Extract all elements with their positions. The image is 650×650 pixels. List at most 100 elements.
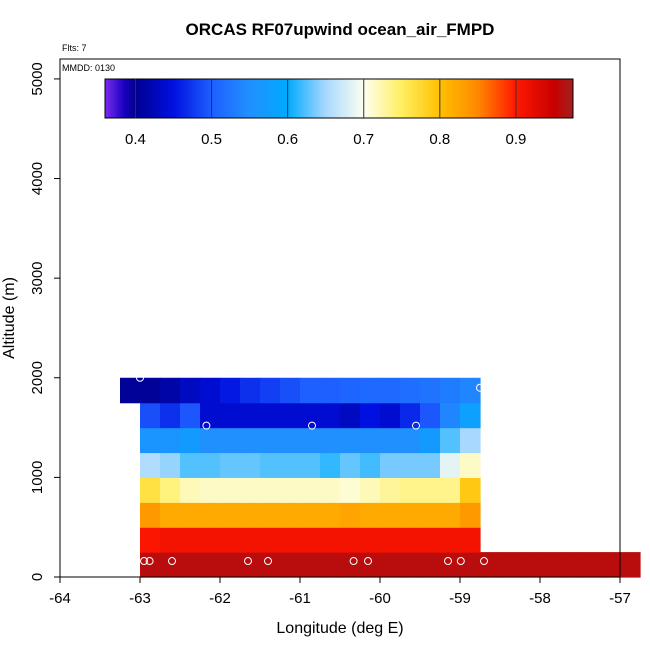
heatmap-cell	[440, 377, 461, 404]
y-tick-label: 2000	[29, 361, 46, 394]
heatmap-cell	[260, 527, 281, 553]
colorbar-tick-label: 0.4	[125, 131, 146, 148]
heatmap-cell	[200, 452, 221, 478]
heatmap-cell	[340, 477, 361, 503]
heatmap-cell	[320, 402, 341, 429]
heatmap-cell	[560, 552, 581, 578]
heatmap-cell	[340, 552, 361, 578]
heatmap-cell	[380, 502, 401, 528]
heatmap-cell	[240, 402, 261, 429]
heatmap-cell	[300, 427, 321, 454]
heatmap-cell	[240, 477, 261, 503]
heatmap-cell	[160, 452, 181, 478]
sample-point	[412, 421, 420, 430]
heatmap-cell	[440, 452, 461, 478]
x-axis: -64 -63 -62 -61 -60 -59 -58 -57	[49, 577, 631, 607]
heatmap-cell	[300, 552, 321, 578]
heatmap-cell	[420, 552, 441, 578]
heatmap-cell	[380, 402, 401, 429]
sample-point	[480, 557, 488, 566]
heatmap-cell	[460, 552, 481, 578]
heatmap-cell	[300, 502, 321, 528]
x-axis-label: Longitude (deg E)	[276, 620, 403, 637]
heatmap-cell	[220, 452, 241, 478]
heatmap-cell	[360, 502, 381, 528]
y-tick-label: 5000	[29, 62, 46, 95]
heatmap-cell	[120, 377, 141, 404]
heatmap-cell	[160, 552, 181, 578]
x-tick-label: -59	[449, 590, 471, 607]
x-tick-label: -64	[49, 590, 71, 607]
heatmap-cell	[240, 527, 261, 553]
heatmap-cell	[340, 427, 361, 454]
y-tick-label: 0	[29, 573, 46, 581]
heatmap-cell	[340, 452, 361, 478]
colorbar-bar	[104, 78, 574, 119]
colorbar-tick-label: 0.5	[201, 131, 222, 148]
heatmap-cell	[360, 377, 381, 404]
heatmap-cell	[260, 427, 281, 454]
heatmap-cell	[320, 477, 341, 503]
heatmap-cell	[180, 377, 201, 404]
heatmap-cell	[420, 527, 441, 553]
heatmap-cell	[460, 502, 481, 528]
heatmap-cell	[420, 477, 441, 503]
heatmap-cell	[580, 552, 601, 578]
sample-point	[456, 557, 465, 566]
heatmap-cell	[460, 427, 481, 454]
heatmap-cell	[260, 552, 281, 578]
heatmap-cell	[400, 402, 421, 429]
heatmap-cell	[140, 377, 161, 404]
heatmap-cell	[400, 527, 421, 553]
heatmap-cell	[460, 477, 481, 503]
heatmap-cell	[320, 427, 341, 454]
heatmap-cell	[320, 527, 341, 553]
heatmap-cell	[180, 452, 201, 478]
heatmap-cell	[160, 402, 181, 429]
plot-frame	[59, 58, 621, 578]
heatmap-cell	[320, 552, 341, 578]
heatmap-cell	[200, 502, 221, 528]
y-tick-label: 1000	[29, 461, 46, 494]
heatmap-cell	[520, 552, 541, 578]
heatmap-cell	[180, 477, 201, 503]
heatmap-cell	[360, 402, 381, 429]
heatmap-cell	[380, 477, 401, 503]
heatmap-cell	[540, 552, 561, 578]
heatmap-cell	[220, 377, 241, 404]
heatmap-cell	[300, 377, 321, 404]
y-tick-label: 3000	[29, 261, 46, 294]
heatmap-cell	[360, 552, 381, 578]
heatmap-cell	[320, 452, 341, 478]
heatmap-cell	[340, 502, 361, 528]
heatmap-cell	[440, 552, 461, 578]
heatmap-cell	[160, 527, 181, 553]
heatmap-cell	[440, 477, 461, 503]
heatmap-cell	[460, 452, 481, 478]
heatmap-cell	[140, 452, 161, 478]
heatmap-cell	[140, 477, 161, 503]
heatmap-cell	[380, 527, 401, 553]
flights-note: Flts: 7	[62, 43, 87, 53]
heatmap-cell	[260, 377, 281, 404]
heatmap-cell	[300, 477, 321, 503]
heatmap-cell	[440, 502, 461, 528]
colorbar: 0.4 0.5 0.6 0.7 0.8 0.9	[104, 78, 574, 148]
heatmap-cell	[360, 452, 381, 478]
heatmap-cell	[620, 552, 641, 578]
heatmap-cell	[300, 402, 321, 429]
heatmap-cell	[420, 402, 441, 429]
heatmap-cell	[200, 377, 221, 404]
heatmap-cell	[280, 377, 301, 404]
heatmap-cell	[340, 377, 361, 404]
heatmap-cell	[360, 427, 381, 454]
heatmap-cell	[220, 477, 241, 503]
sample-point	[168, 557, 176, 566]
heatmap-cell	[440, 402, 461, 429]
heatmap-cell	[400, 377, 421, 404]
heatmap-cell	[260, 477, 281, 503]
heatmap-cell	[280, 427, 301, 454]
x-tick-label: -63	[129, 590, 151, 607]
heatmap-cell	[220, 527, 241, 553]
